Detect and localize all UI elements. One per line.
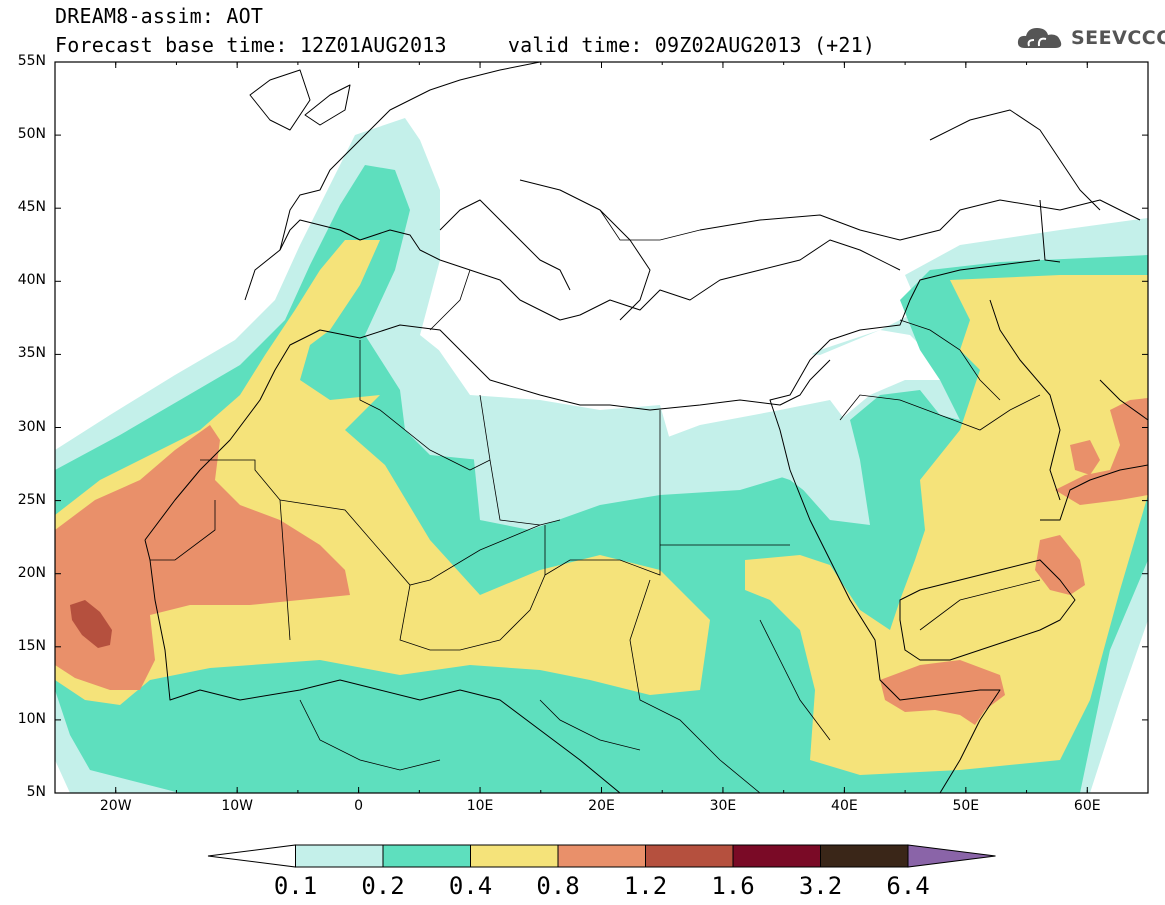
legend-level-label: 0.2 <box>353 872 413 900</box>
legend-arrow-low <box>208 845 296 867</box>
legend-box <box>383 845 471 867</box>
legend-level-label: 0.8 <box>528 872 588 900</box>
legend-arrow-high <box>908 845 996 867</box>
legend-level-label: 1.2 <box>616 872 676 900</box>
legend-box <box>646 845 734 867</box>
legend-level-label: 0.4 <box>441 872 501 900</box>
legend-box <box>733 845 821 867</box>
legend-level-label: 1.6 <box>703 872 763 900</box>
legend-box <box>471 845 559 867</box>
legend-box <box>558 845 646 867</box>
legend-level-label: 6.4 <box>878 872 938 900</box>
legend-box <box>296 845 384 867</box>
legend-level-label: 0.1 <box>266 872 326 900</box>
legend-level-label: 3.2 <box>791 872 851 900</box>
legend-box <box>821 845 909 867</box>
